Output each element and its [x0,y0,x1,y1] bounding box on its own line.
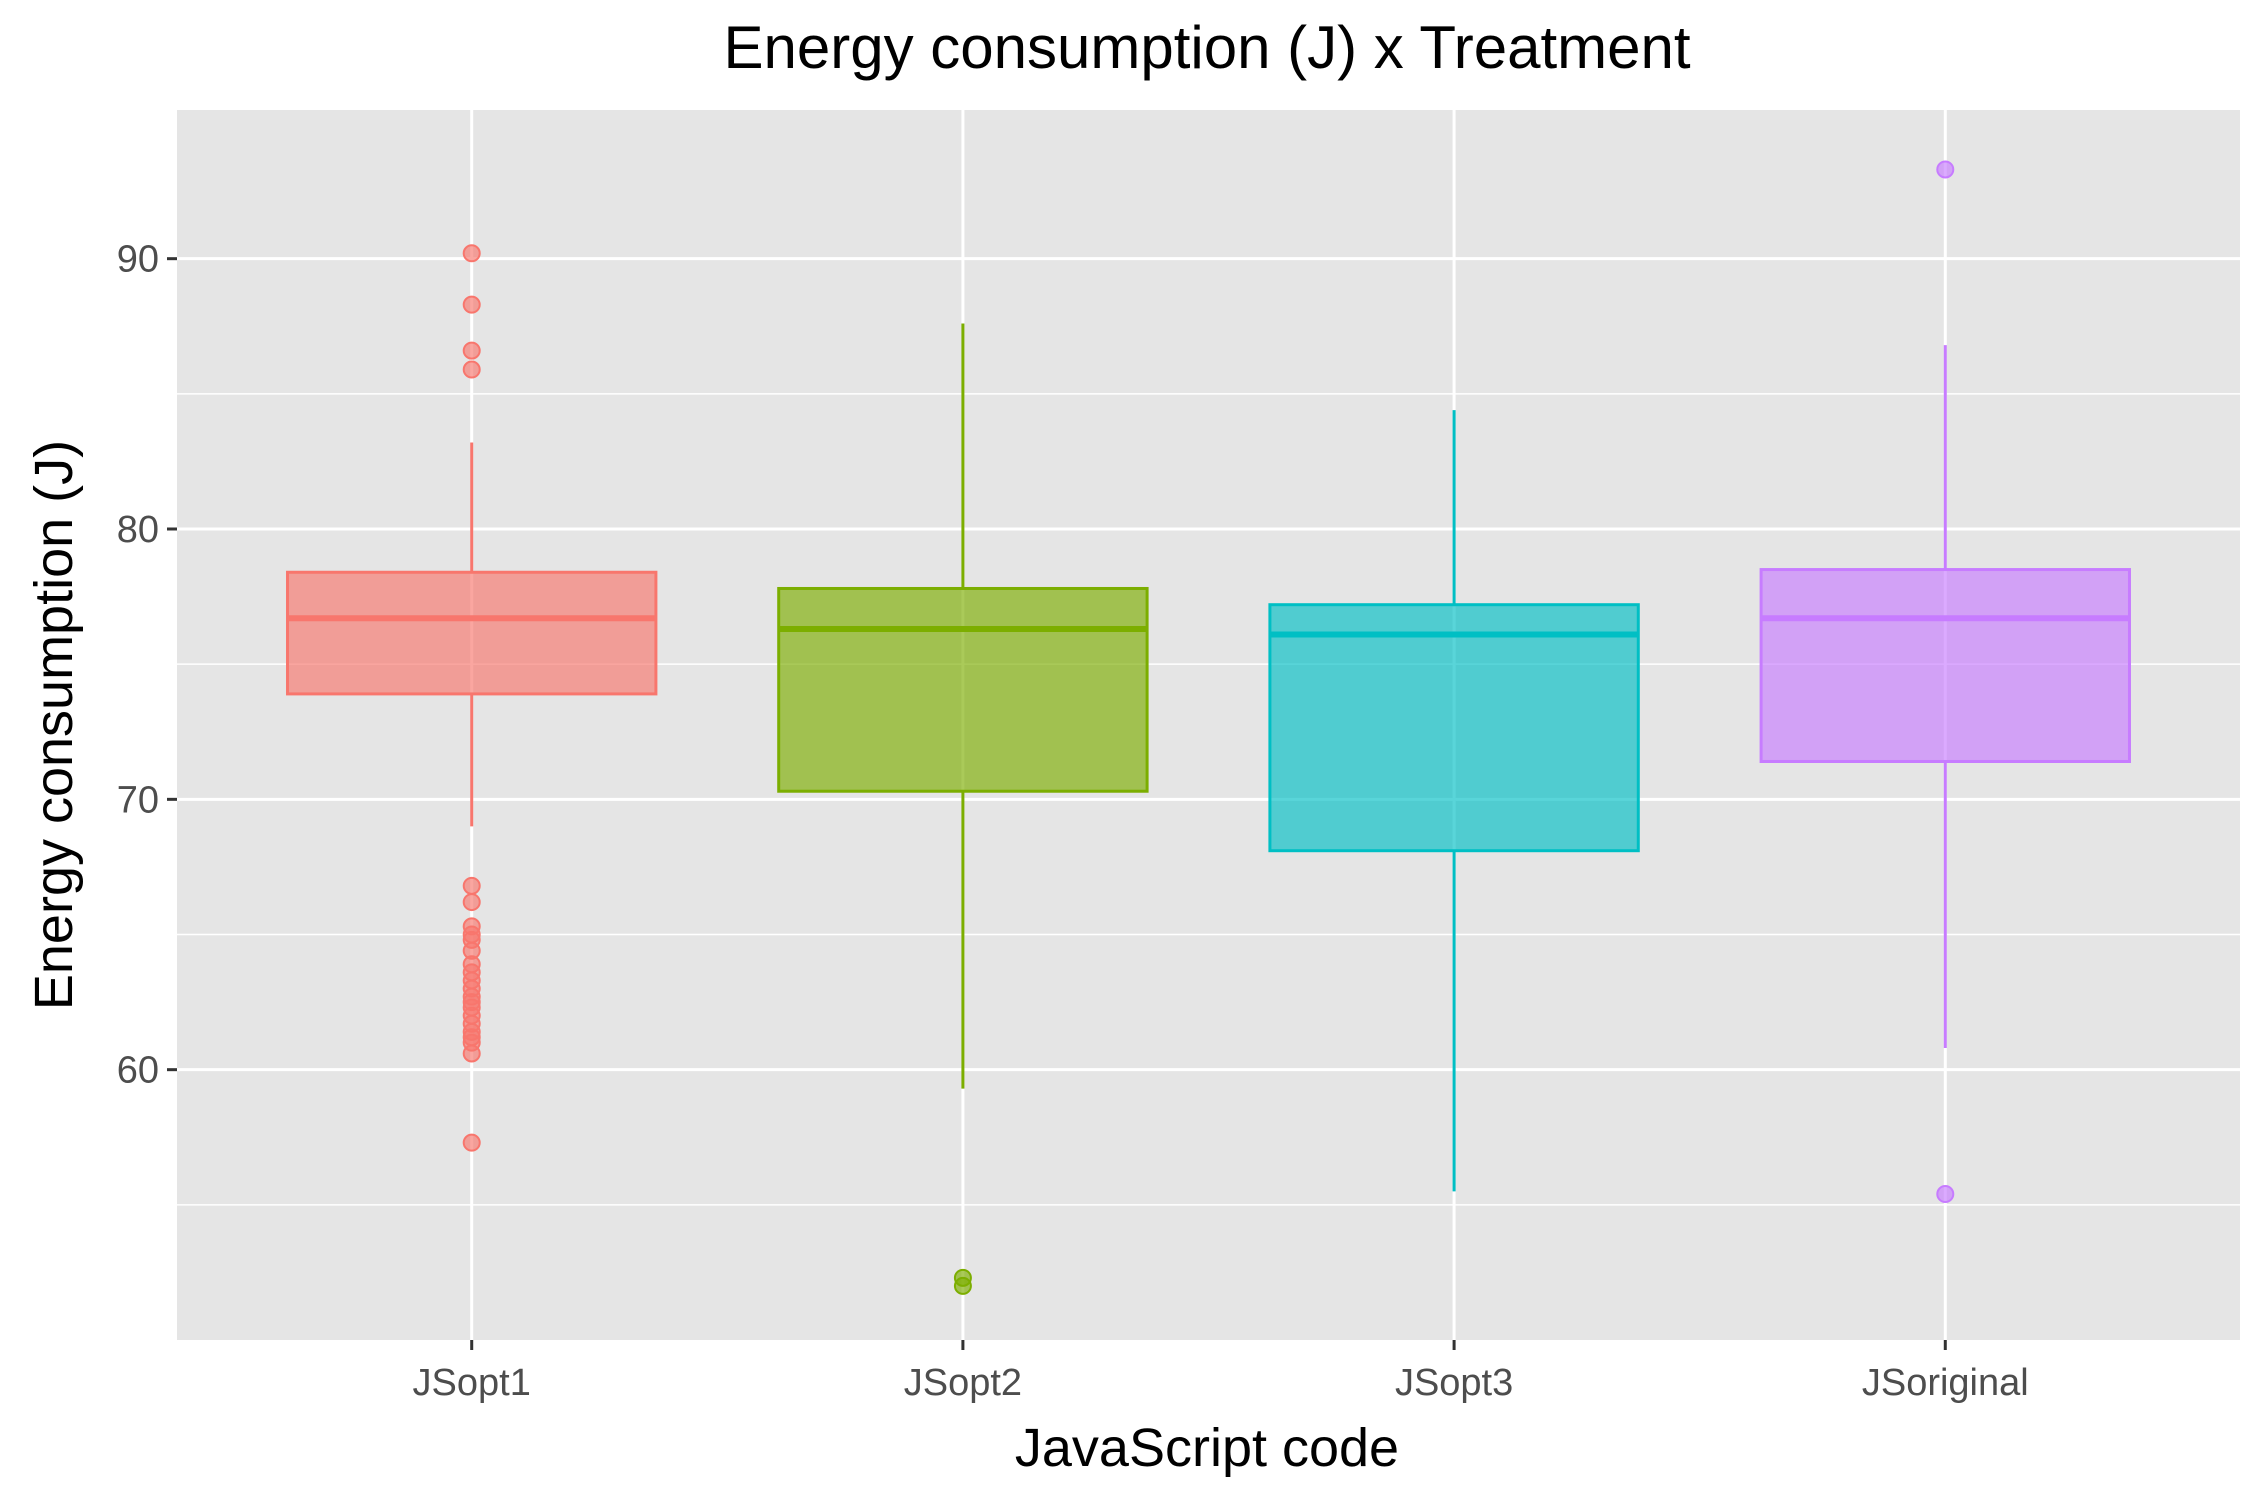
y-tick-label: 70 [117,779,159,821]
box-group-JSopt2 [777,323,1149,1295]
outlier-point [462,341,481,360]
outlier-point [462,1133,481,1152]
outlier-point [462,893,481,912]
chart-title: Energy consumption (J) x Treatment [723,14,1690,81]
y-tick-label: 60 [117,1050,159,1092]
iqr-box [1759,568,2131,763]
outlier-point [462,876,481,895]
iqr-box [1268,603,1640,853]
x-axis: JSopt1 JSopt2 JSopt3 JSoriginal [413,1340,2029,1404]
outlier-point [953,1276,972,1295]
x-tick-label: JSoriginal [1862,1362,2029,1404]
box-group-JSopt1 [286,244,658,1152]
iqr-box [777,586,1149,793]
outlier-point [462,360,481,379]
x-axis-title: JavaScript code [1015,1418,1399,1478]
y-axis: 60 70 80 90 [117,239,177,1092]
iqr-box [286,570,658,696]
y-tick-label: 90 [117,239,159,281]
y-axis-title: Energy consumption (J) [24,440,84,1010]
x-tick-label: JSopt1 [413,1362,531,1404]
boxes [286,160,2131,1295]
box-group-JSoriginal [1759,160,2131,1204]
y-tick-label: 80 [117,509,159,551]
x-tick-label: JSopt3 [1395,1362,1513,1404]
outlier-point [462,244,481,263]
outlier-point [462,1044,481,1063]
outlier-point [1936,160,1955,179]
box-group-JSopt3 [1268,410,1640,1192]
x-tick-label: JSopt2 [904,1362,1022,1404]
outlier-point [1936,1185,1955,1204]
outlier-point [462,295,481,314]
